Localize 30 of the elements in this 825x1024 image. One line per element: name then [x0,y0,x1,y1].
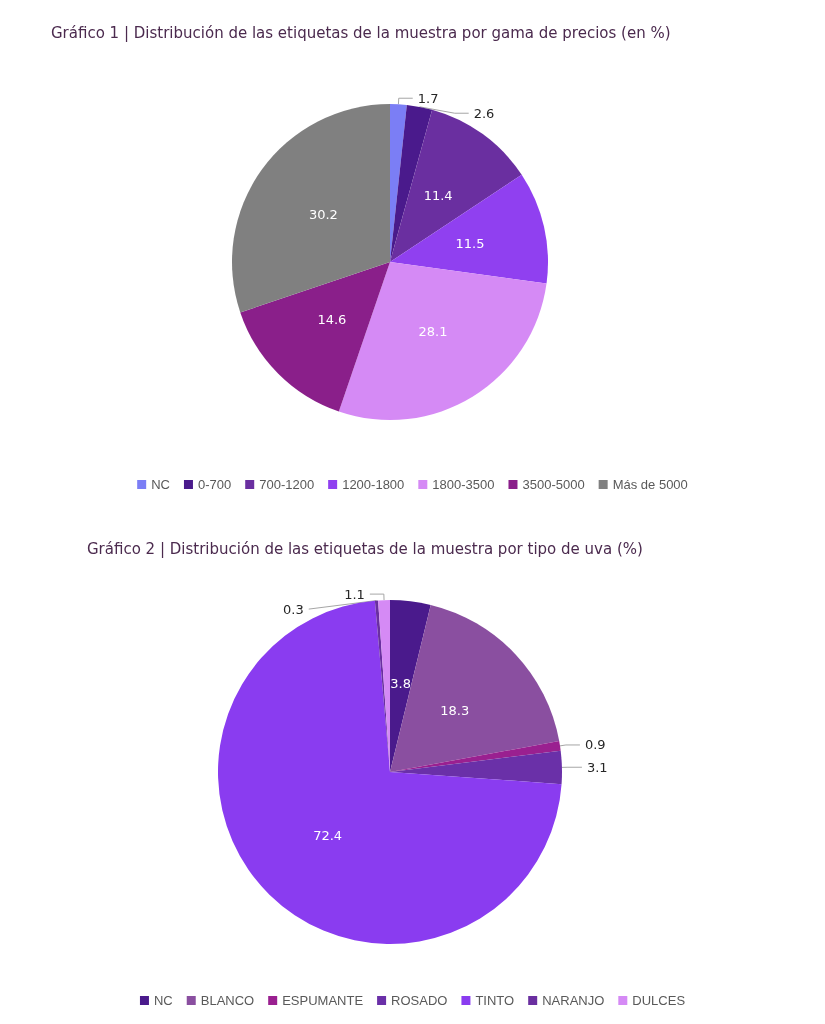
data-label: 28.1 [418,324,448,340]
data-label: 3.1 [586,759,608,775]
data-label: 1.1 [344,586,365,602]
data-label: 0.9 [584,737,606,753]
legend-label: ESPUMANTE [282,993,364,1008]
legend-label: NC [153,993,173,1008]
legend-label: 700-1200 [259,477,315,492]
data-label: 11.5 [455,236,485,252]
legend-label: NARANJO [542,993,605,1008]
legend-label: 1200-1800 [342,477,405,492]
data-label: 1.7 [417,90,439,106]
chart-title: Gráfico 2 | Distribución de las etiquetas de la muestra por tipo de uva (%) [87,539,643,558]
data-label: 2.6 [473,105,495,121]
legend-label: 0-700 [197,477,232,492]
data-label: 14.6 [317,312,347,328]
data-label: 18.3 [440,703,470,719]
legend-label: Más de 5000 [612,477,688,492]
chart-title: Gráfico 1 | Distribución de las etiquetas de la muestra por gama de precios (en %) [51,23,671,42]
data-label: 3.8 [390,676,411,692]
legend-label: ROSADO [391,993,448,1008]
legend-label: 1800-3500 [432,477,495,492]
data-label: 72.4 [313,827,343,843]
legend-label: NC [151,477,170,492]
data-label: 30.2 [308,206,338,222]
legend-label: BLANCO [200,993,255,1008]
data-label: 11.4 [423,188,453,204]
legend-label: DULCES [632,993,686,1008]
legend-label: TINTO [475,993,515,1008]
legend-label: 3500-5000 [522,477,585,492]
data-label: 0.3 [283,601,304,617]
